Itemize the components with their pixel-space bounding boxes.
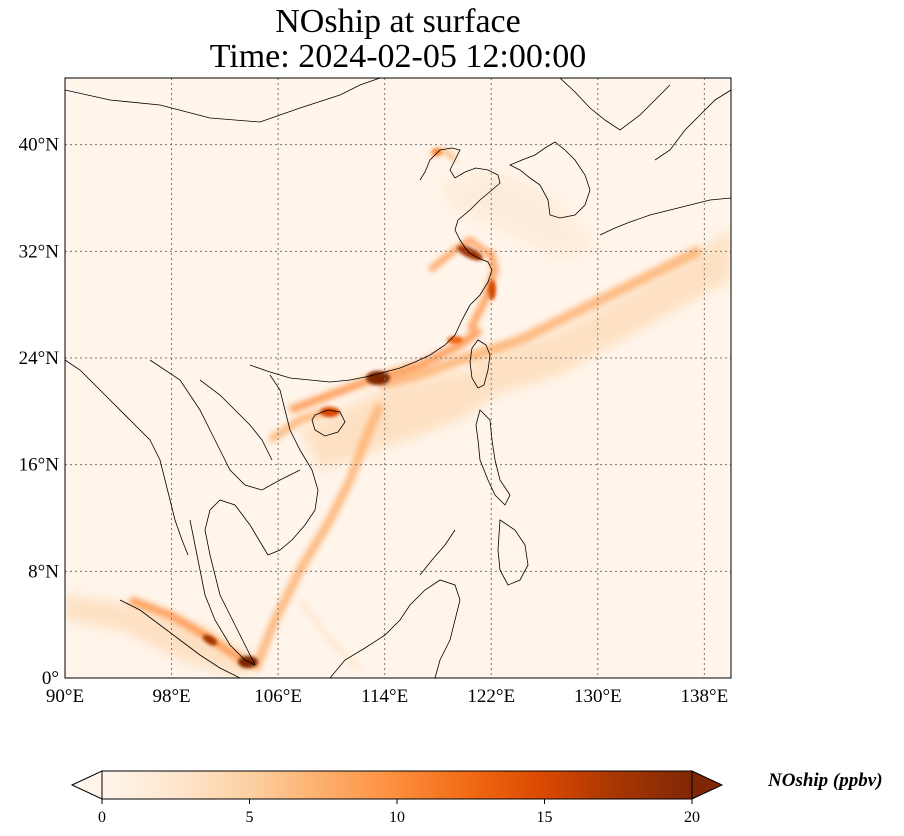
plume-malacca-wide — [65, 595, 260, 678]
hotspot-singapore — [238, 656, 258, 668]
shipping-lane-south-china-coast — [288, 326, 483, 414]
plume-south-china-sea-wide — [300, 370, 520, 470]
latitude-axis: 0° 8°N 16°N 24°N 32°N 40°N — [19, 135, 60, 689]
map-gridlines — [65, 78, 731, 678]
hotspot-hainan-strait — [320, 407, 340, 417]
colorbar-tick-label: 15 — [537, 809, 553, 826]
coastlines — [65, 78, 731, 678]
coastline-japan — [599, 197, 731, 236]
colorbar-extend-min — [70, 770, 103, 800]
colorbar-tick-label: 20 — [684, 809, 700, 826]
coastline-philippines-luzon — [475, 409, 511, 506]
colorbar-tick-label: 0 — [98, 809, 106, 826]
lat-tick-label: 16°N — [19, 455, 60, 476]
hotspot-malacca-strait — [202, 634, 218, 646]
lon-tick-label: 98°E — [152, 686, 190, 707]
lon-tick-label: 138°E — [681, 686, 729, 707]
lon-tick-label: 114°E — [361, 686, 408, 707]
lon-tick-label: 106°E — [254, 686, 302, 707]
lat-tick-label: 0° — [42, 668, 59, 689]
coastline-japan-north — [654, 89, 731, 161]
lon-tick-label: 122°E — [467, 686, 515, 707]
colorbar-label: NOship (ppbv) — [768, 770, 883, 791]
coastline-palawan — [419, 529, 456, 576]
coastline-hainan — [311, 409, 346, 437]
colorbar: 0 5 10 15 20 — [70, 770, 724, 826]
border-laos-thailand — [199, 379, 273, 461]
border-china-north — [65, 78, 381, 123]
coastline-myanmar — [65, 359, 189, 556]
map-frame — [64, 77, 732, 679]
lat-tick-label: 32°N — [19, 241, 60, 262]
coastline-china-mainland — [249, 147, 501, 383]
lat-tick-label: 8°N — [28, 561, 59, 582]
lon-tick-label: 130°E — [574, 686, 622, 707]
hotspot-taiwan-strait — [447, 336, 463, 344]
shipping-lane-hongkong-taiwan — [378, 245, 703, 390]
coastline-gulf-thailand — [204, 499, 263, 666]
colorbar-body — [101, 770, 693, 800]
coastline-philippines-south — [497, 519, 529, 586]
coastline-taiwan — [469, 339, 491, 389]
border-indochina — [149, 359, 301, 491]
lon-tick-label: 90°E — [46, 686, 84, 707]
coastline-vietnam — [261, 374, 319, 556]
colorbar-tick-label: 10 — [389, 809, 405, 826]
colorbar-ticks: 0 5 10 15 20 — [98, 799, 700, 826]
colorbar-tick-label: 5 — [246, 809, 254, 826]
lat-tick-label: 40°N — [19, 135, 60, 156]
hotspot-ningbo — [488, 280, 496, 300]
lat-tick-label: 24°N — [19, 348, 60, 369]
hotspot-pearl-river — [366, 371, 390, 385]
shipping-lane-yangtze — [428, 236, 492, 273]
plume-yellow-sea — [440, 170, 600, 260]
hotspot-bohai — [432, 148, 442, 156]
colorbar-extend-max — [691, 770, 724, 800]
shipping-lane-singapore-hongkong — [250, 403, 385, 672]
coastline-sumatra — [119, 599, 241, 678]
title-line-2: Time: 2024-02-05 12:00:00 — [209, 38, 587, 75]
coastline-russia-north — [559, 78, 671, 131]
coastline-korea — [509, 141, 591, 219]
title-line-1: NOship at surface — [275, 3, 521, 40]
longitude-axis: 90°E 98°E 106°E 114°E 122°E 130°E 138°E — [46, 686, 728, 707]
coastline-borneo — [329, 579, 461, 678]
coastline-malay-peninsula — [189, 519, 256, 666]
chart-title: NOship at surface Time: 2024-02-05 12:00… — [0, 4, 796, 74]
shipping-lane-borneo — [297, 598, 363, 673]
